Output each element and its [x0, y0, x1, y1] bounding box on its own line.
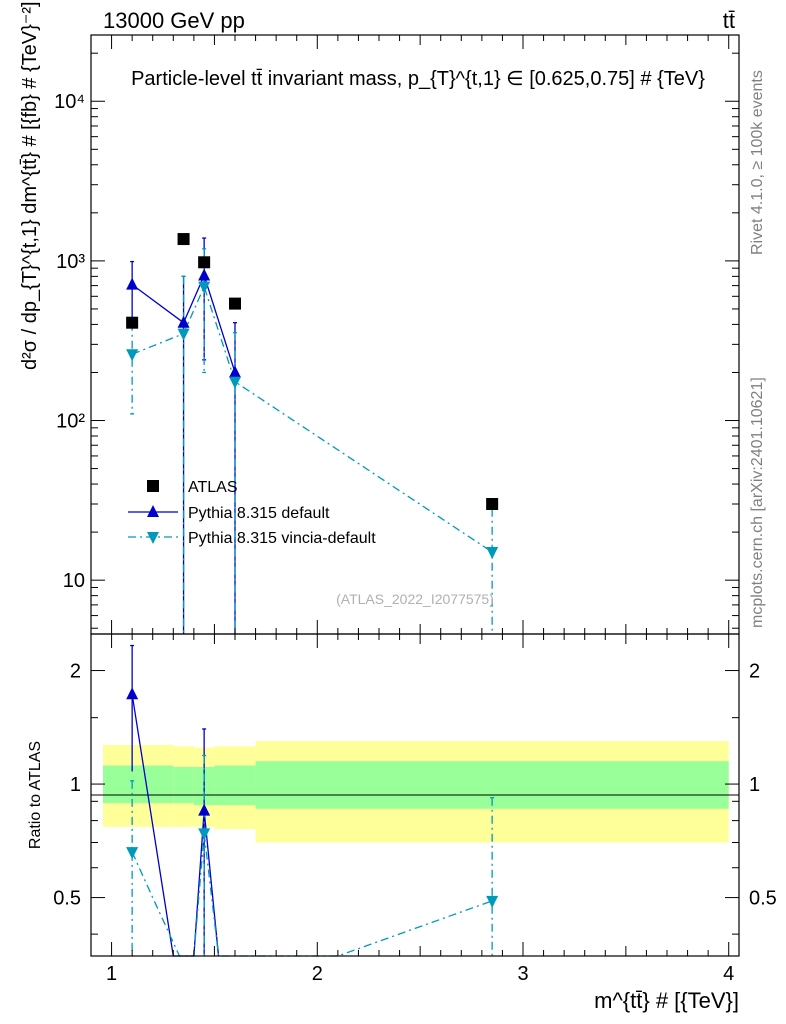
main-tick-labels: 10 10² 10³ 10⁴ — [54, 91, 85, 592]
header-right: tt̄ — [723, 8, 735, 33]
watermark: (ATLAS_2022_I2077575) — [336, 591, 494, 607]
ratio-ytick-label-left-1: 1 — [70, 774, 81, 796]
ratio-ytick-label-left-0: 0.5 — [53, 888, 81, 910]
main-point-1-0 — [126, 277, 139, 290]
main-ytick-label-1: 10² — [56, 411, 85, 433]
ratio-xtick-label-2: 3 — [517, 963, 528, 985]
legend-label-0: ATLAS — [188, 479, 238, 496]
main-markers — [126, 233, 499, 560]
main-point-1-1 — [177, 315, 190, 328]
ratio-point-1-7 — [486, 895, 499, 908]
main-ylabel: d²σ / dp_{T}^{t,1} dm^{tt̄} # [{fb} # {T… — [19, 1, 41, 370]
ratio-xtick-label-3: 4 — [723, 963, 734, 985]
main-panel: 10 10² 10³ 10⁴ Particle-level tt̄ invariant… — [19, 1, 740, 635]
ratio-point-1-4 — [198, 828, 211, 841]
main-point-0-2 — [198, 256, 211, 269]
ratio-line-series-1 — [131, 833, 493, 957]
main-series-lines — [131, 273, 493, 553]
main-title: Particle-level tt̄ invariant mass, p_{T}… — [131, 68, 705, 90]
ratio-panel: 0.5 0.5 1 1 2 2 1 2 3 4 Ratio to ATLAS m^{tt̄} # … — [27, 633, 777, 1013]
main-point-1-3 — [229, 365, 241, 378]
mcplots-label: mcplots.cern.ch [arXiv:2401.10621] — [749, 377, 766, 628]
legend-marker-1 — [147, 505, 159, 517]
main-point-2-2 — [198, 281, 211, 294]
header-left: 13000 GeV pp — [103, 8, 245, 33]
main-ytick-label-2: 10³ — [56, 251, 85, 273]
ratio-ytick-label-right-1: 1 — [749, 774, 760, 796]
main-point-0-4 — [486, 497, 499, 510]
x-axis-label: m^{tt̄} # [{TeV}] — [594, 988, 739, 1013]
main-point-0-0 — [126, 316, 139, 329]
main-point-2-3 — [229, 376, 241, 389]
ratio-ytick-label-right-0: 0.5 — [749, 888, 777, 910]
ratio-frame — [90, 633, 740, 957]
legend-marker-0 — [147, 480, 159, 492]
main-point-0-1 — [177, 233, 190, 246]
main-point-2-1 — [177, 328, 190, 341]
ratio-band-inner-1 — [173, 766, 194, 804]
ratio-xtick-label-0: 1 — [106, 963, 117, 985]
ratio-point-0-3 — [198, 803, 211, 816]
main-point-2-4 — [486, 547, 499, 560]
ratio-point-1-0 — [126, 847, 139, 860]
ratio-tick-labels: 0.5 0.5 1 1 2 2 1 2 3 4 — [53, 661, 777, 985]
ratio-ytick-label-left-2: 2 — [70, 661, 81, 683]
ratio-ylabel: Ratio to ATLAS — [27, 741, 44, 849]
main-ytick-label-3: 10⁴ — [54, 91, 85, 113]
ratio-band-inner-0 — [103, 765, 174, 804]
ratio-error-bars — [130, 644, 495, 956]
legend-label-2: Pythia 8.315 vincia-default — [188, 530, 376, 547]
legend: ATLAS Pythia 8.315 default Pythia 8.315 vi… — [128, 479, 376, 547]
main-ticks — [91, 35, 739, 634]
ratio-markers — [126, 687, 499, 908]
ratio-band-inner-3 — [214, 765, 256, 806]
ratio-bands — [103, 741, 729, 843]
main-ytick-label-0: 10 — [63, 570, 85, 592]
main-point-0-3 — [229, 297, 241, 310]
legend-marker-2 — [147, 532, 159, 544]
main-line-series-1 — [131, 273, 236, 373]
legend-label-1: Pythia 8.315 default — [188, 505, 330, 522]
ratio-point-0-0 — [126, 687, 139, 700]
main-line-series-2 — [131, 284, 493, 553]
main-error-bars — [130, 237, 495, 634]
rivet-label: Rivet 4.1.0, ≥ 100k events — [749, 70, 766, 255]
ratio-xtick-label-1: 2 — [312, 963, 323, 985]
main-point-1-2 — [198, 268, 211, 281]
main-point-2-0 — [126, 349, 139, 362]
ratio-ytick-label-right-2: 2 — [749, 661, 760, 683]
ratio-ticks — [91, 634, 739, 956]
